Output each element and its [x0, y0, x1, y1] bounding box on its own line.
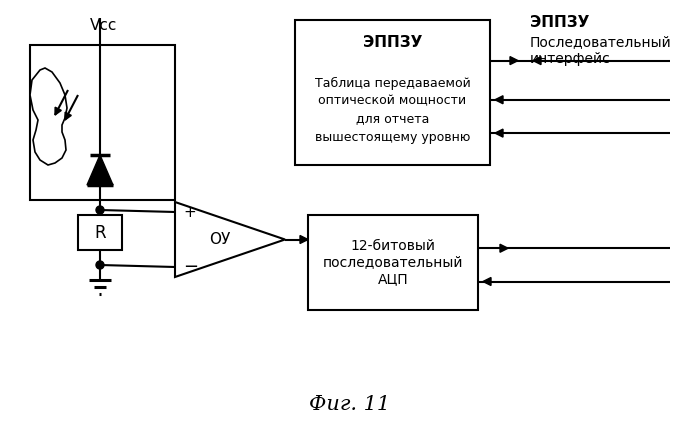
Text: Последовательный: Последовательный	[530, 35, 672, 49]
Text: Фиг. 11: Фиг. 11	[310, 396, 391, 414]
Circle shape	[96, 261, 104, 269]
Polygon shape	[55, 107, 62, 115]
Text: −: −	[183, 258, 198, 276]
PathPatch shape	[30, 68, 67, 165]
Text: ЭППЗУ: ЭППЗУ	[363, 34, 422, 49]
Polygon shape	[510, 57, 518, 65]
Polygon shape	[533, 57, 541, 65]
Polygon shape	[483, 278, 491, 286]
Polygon shape	[300, 235, 308, 244]
Text: Vcc: Vcc	[90, 18, 117, 33]
Text: R: R	[94, 224, 106, 241]
Bar	[295, 20, 490, 165]
Text: 12-битовый
последовательный
АЦП: 12-битовый последовательный АЦП	[323, 239, 463, 286]
Bar	[30, 45, 175, 200]
Bar	[78, 215, 122, 250]
Polygon shape	[500, 244, 508, 252]
Polygon shape	[87, 155, 113, 185]
Polygon shape	[175, 202, 285, 277]
Bar	[308, 215, 478, 310]
Polygon shape	[495, 129, 503, 137]
Text: ОУ: ОУ	[210, 232, 231, 247]
Polygon shape	[65, 112, 71, 120]
Text: интерфейс: интерфейс	[530, 52, 611, 66]
Circle shape	[96, 206, 104, 214]
Text: Таблица передаваемой
оптической мощности
для отчета
вышестоящему уровню: Таблица передаваемой оптической мощности…	[315, 76, 470, 144]
Text: +: +	[183, 204, 196, 219]
Text: ЭППЗУ: ЭППЗУ	[530, 15, 589, 30]
Polygon shape	[495, 96, 503, 104]
